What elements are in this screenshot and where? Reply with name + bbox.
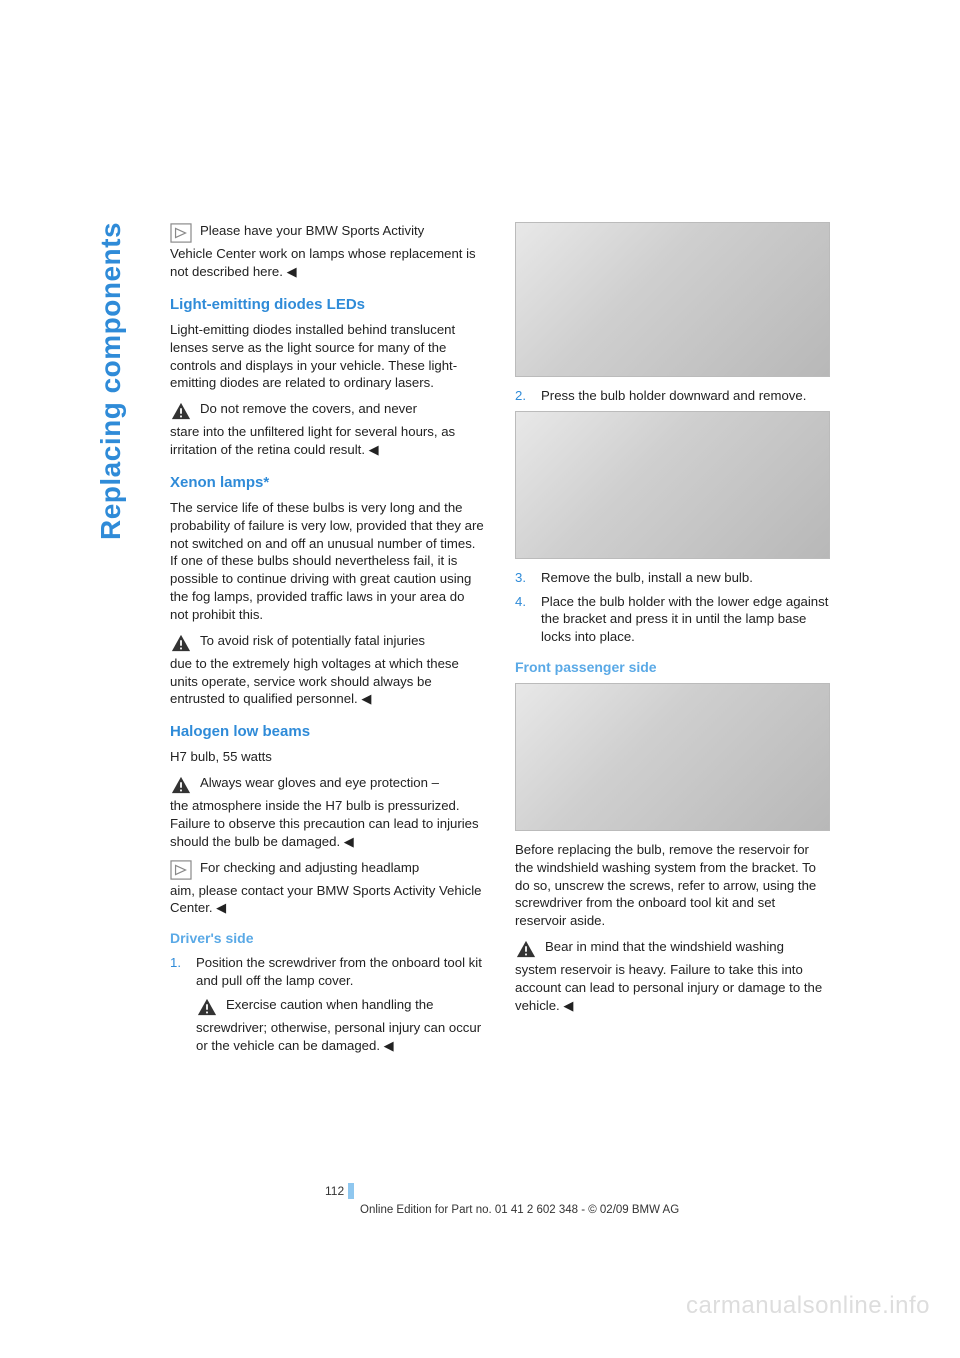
heading-halogen: Halogen low beams (170, 722, 485, 742)
figure-passenger-reservoir (515, 683, 830, 831)
page-number-box: 112 (325, 1183, 354, 1199)
led-body: Light-emitting diodes installed behind t… (170, 321, 485, 392)
note-text-rest: Vehicle Center work on lamps whose repla… (170, 245, 485, 281)
warning-icon (196, 997, 218, 1017)
watermark: carmanualsonline.info (686, 1292, 930, 1320)
step-text: Position the screwdriver from the onboar… (196, 954, 485, 990)
halogen-warn-line1: Always wear gloves and eye protection – (200, 774, 439, 792)
warning-icon (515, 939, 537, 959)
warning-icon (170, 775, 192, 795)
step-text: Place the bulb holder with the lower edg… (541, 593, 830, 646)
passenger-warn-rest: system reservoir is heavy. Failure to ta… (515, 961, 830, 1014)
heading-xenon: Xenon lamps* (170, 473, 485, 493)
halogen-warning: Always wear gloves and eye protection – (170, 774, 485, 795)
passenger-warn-line1: Bear in mind that the windshield washing (545, 938, 784, 956)
right-column: 2. Press the bulb holder downward and re… (515, 222, 830, 1062)
halogen-note: For checking and adjusting headlamp (170, 859, 485, 880)
list-item: 1. Position the screwdriver from the onb… (170, 954, 485, 990)
step-text: Remove the bulb, install a new bulb. (541, 569, 830, 587)
step-text: Press the bulb holder downward and remov… (541, 387, 830, 405)
xenon-warn-rest: due to the extremely high voltages at wh… (170, 655, 485, 708)
subheading-driver-side: Driver's side (170, 929, 485, 948)
step-number: 4. (515, 593, 531, 646)
note-icon (170, 860, 192, 880)
halogen-warn-rest: the atmosphere inside the H7 bulb is pre… (170, 797, 485, 850)
right-steps-a: 2. Press the bulb holder downward and re… (515, 387, 830, 405)
halogen-note-rest: aim, please contact your BMW Sports Acti… (170, 882, 485, 918)
driver-steps: 1. Position the screwdriver from the onb… (170, 954, 485, 990)
note-text-line1: Please have your BMW Sports Activity (200, 222, 424, 240)
list-item: 2. Press the bulb holder downward and re… (515, 387, 830, 405)
passenger-warning: Bear in mind that the windshield washing (515, 938, 830, 959)
page-number-bar (348, 1183, 354, 1199)
led-warn-rest: stare into the unfiltered light for seve… (170, 423, 485, 459)
manual-page: Replacing components Please have your BM… (0, 0, 960, 1358)
xenon-warn-line1: To avoid risk of potentially fatal injur… (200, 632, 425, 650)
driver-step1-warning: Exercise caution when handling the (196, 996, 485, 1017)
left-column: Please have your BMW Sports Activity Veh… (170, 222, 485, 1062)
list-item: 4. Place the bulb holder with the lower … (515, 593, 830, 646)
figure-lamp-cover (515, 222, 830, 377)
side-section-title: Replacing components (95, 222, 127, 540)
step-number: 2. (515, 387, 531, 405)
note-icon (170, 223, 192, 243)
subheading-passenger-side: Front passenger side (515, 658, 830, 677)
list-item: 3. Remove the bulb, install a new bulb. (515, 569, 830, 587)
right-steps-b: 3. Remove the bulb, install a new bulb. … (515, 569, 830, 646)
xenon-warning: To avoid risk of potentially fatal injur… (170, 632, 485, 653)
heading-led: Light-emitting diodes LEDs (170, 295, 485, 315)
warning-icon (170, 633, 192, 653)
warning-icon (170, 401, 192, 421)
halogen-note-line1: For checking and adjusting headlamp (200, 859, 419, 877)
driver-warn-line1: Exercise caution when handling the (226, 996, 433, 1014)
figure-bulb-holder (515, 411, 830, 559)
step-number: 3. (515, 569, 531, 587)
passenger-body: Before replacing the bulb, remove the re… (515, 841, 830, 930)
content-columns: Please have your BMW Sports Activity Veh… (170, 222, 830, 1062)
page-number: 112 (325, 1184, 348, 1198)
xenon-body: The service life of these bulbs is very … (170, 499, 485, 624)
led-warn-line1: Do not remove the covers, and never (200, 400, 417, 418)
intro-note: Please have your BMW Sports Activity (170, 222, 485, 243)
footer-text: Online Edition for Part no. 01 41 2 602 … (360, 1204, 679, 1216)
led-warning: Do not remove the covers, and never (170, 400, 485, 421)
halogen-spec: H7 bulb, 55 watts (170, 748, 485, 766)
step-number: 1. (170, 954, 186, 990)
driver-warn-rest: screwdriver; otherwise, personal injury … (196, 1019, 485, 1055)
